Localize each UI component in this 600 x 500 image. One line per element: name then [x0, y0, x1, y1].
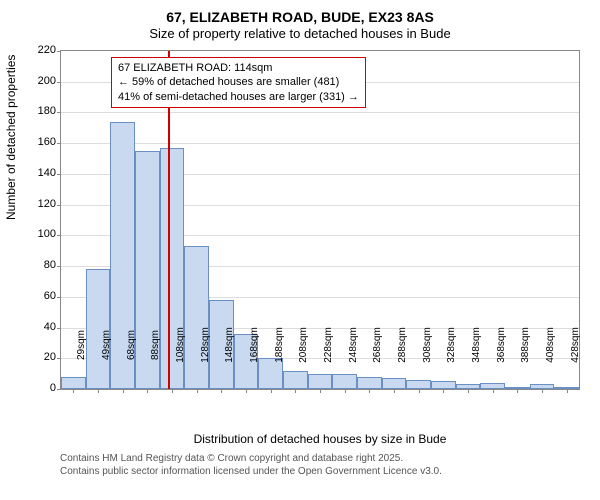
x-tick — [123, 389, 124, 393]
x-tick — [419, 389, 420, 393]
x-tick-label: 188sqm — [274, 327, 285, 363]
x-tick-label: 348sqm — [471, 327, 482, 363]
y-tick — [57, 143, 61, 144]
y-tick — [57, 112, 61, 113]
x-tick-label: 168sqm — [249, 327, 260, 363]
histogram-bar — [258, 358, 283, 389]
x-tick — [468, 389, 469, 393]
x-tick-label: 368sqm — [496, 327, 507, 363]
x-tick-label: 29sqm — [76, 330, 87, 360]
y-tick — [57, 51, 61, 52]
x-tick-label: 408sqm — [545, 327, 556, 363]
y-tick-label: 20 — [26, 351, 56, 363]
x-tick — [345, 389, 346, 393]
x-tick — [443, 389, 444, 393]
x-tick-label: 108sqm — [175, 327, 186, 363]
x-tick — [295, 389, 296, 393]
x-tick-label: 308sqm — [422, 327, 433, 363]
y-tick-label: 220 — [26, 44, 56, 56]
x-tick-label: 128sqm — [200, 327, 211, 363]
histogram-bar — [283, 371, 308, 389]
y-tick-label: 160 — [26, 136, 56, 148]
histogram-bar — [406, 380, 431, 389]
y-tick-label: 140 — [26, 167, 56, 179]
x-tick — [147, 389, 148, 393]
y-tick-label: 60 — [26, 290, 56, 302]
x-tick — [73, 389, 74, 393]
x-tick — [172, 389, 173, 393]
chart-subtitle: Size of property relative to detached ho… — [0, 26, 600, 47]
x-tick-label: 388sqm — [520, 327, 531, 363]
x-tick — [493, 389, 494, 393]
annotation-line: 67 ELIZABETH ROAD: 114sqm — [118, 61, 359, 75]
y-tick — [57, 205, 61, 206]
footnote-line-2: Contains public sector information licen… — [60, 465, 442, 478]
y-tick-label: 0 — [26, 382, 56, 394]
x-tick-label: 328sqm — [446, 327, 457, 363]
x-tick — [221, 389, 222, 393]
x-tick-label: 248sqm — [348, 327, 359, 363]
histogram-bar — [308, 374, 333, 389]
y-tick — [57, 266, 61, 267]
gridline — [61, 143, 579, 144]
histogram-bar — [357, 377, 382, 389]
x-tick-label: 88sqm — [150, 330, 161, 360]
footnote-line-1: Contains HM Land Registry data © Crown c… — [60, 452, 442, 465]
y-tick-label: 120 — [26, 198, 56, 210]
y-tick — [57, 174, 61, 175]
annotation-line: ← 59% of detached houses are smaller (48… — [118, 75, 359, 89]
gridline — [61, 112, 579, 113]
x-tick — [542, 389, 543, 393]
x-tick-label: 68sqm — [126, 330, 137, 360]
histogram-bar — [332, 374, 357, 389]
x-tick — [517, 389, 518, 393]
y-tick-label: 200 — [26, 75, 56, 87]
histogram-bar — [382, 378, 407, 389]
x-tick — [369, 389, 370, 393]
histogram-bar — [431, 381, 456, 389]
x-tick-label: 288sqm — [397, 327, 408, 363]
y-tick — [57, 82, 61, 83]
x-tick — [246, 389, 247, 393]
x-tick-label: 208sqm — [298, 327, 309, 363]
y-tick-label: 100 — [26, 228, 56, 240]
x-tick — [197, 389, 198, 393]
y-tick — [57, 235, 61, 236]
chart-title: 67, ELIZABETH ROAD, BUDE, EX23 8AS — [0, 0, 600, 26]
annotation-box: 67 ELIZABETH ROAD: 114sqm← 59% of detach… — [111, 57, 366, 108]
x-tick — [98, 389, 99, 393]
x-tick-label: 148sqm — [224, 327, 235, 363]
annotation-line: 41% of semi-detached houses are larger (… — [118, 90, 359, 104]
y-tick — [57, 389, 61, 390]
x-tick-label: 228sqm — [323, 327, 334, 363]
x-tick — [394, 389, 395, 393]
y-tick — [57, 328, 61, 329]
x-tick-label: 49sqm — [101, 330, 112, 360]
x-tick-label: 428sqm — [570, 327, 581, 363]
x-axis-label: Distribution of detached houses by size … — [60, 432, 580, 446]
y-tick-label: 40 — [26, 321, 56, 333]
y-tick-label: 180 — [26, 105, 56, 117]
y-tick-label: 80 — [26, 259, 56, 271]
y-axis-label: Number of detached properties — [4, 55, 18, 220]
y-tick — [57, 358, 61, 359]
x-tick-label: 268sqm — [372, 327, 383, 363]
histogram-bar — [184, 246, 209, 389]
x-tick — [320, 389, 321, 393]
x-tick — [271, 389, 272, 393]
footnote: Contains HM Land Registry data © Crown c… — [60, 452, 442, 478]
y-tick — [57, 297, 61, 298]
histogram-bar — [61, 377, 86, 389]
x-tick — [567, 389, 568, 393]
